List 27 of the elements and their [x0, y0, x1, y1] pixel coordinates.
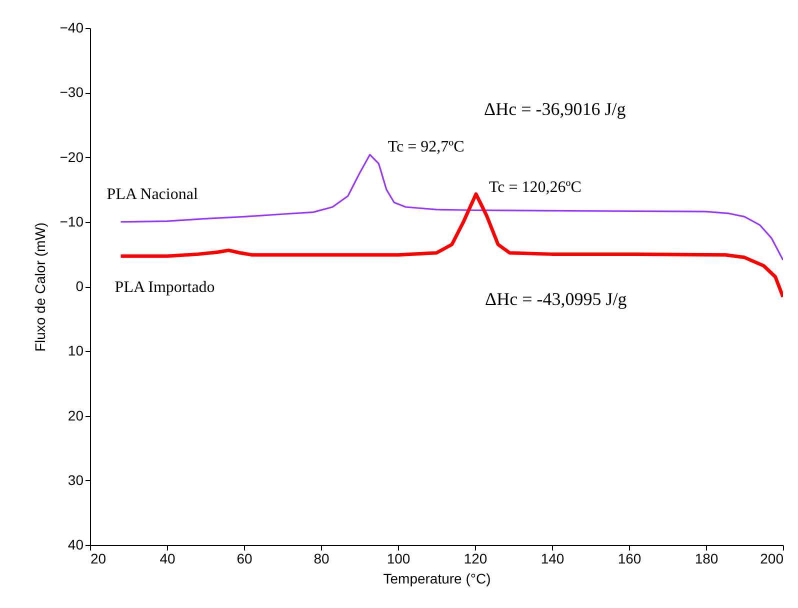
annotation: Tc = 120,26ºC [489, 179, 582, 196]
y-tick-label: −20 [60, 148, 84, 165]
y-tick-label: −40 [60, 20, 84, 36]
y-tick-label: −10 [60, 213, 84, 230]
y-tick-label: 30 [68, 472, 84, 488]
y-axis-title: Fluxo de Calor (mW) [32, 222, 48, 352]
y-tick-label: 10 [68, 342, 84, 359]
x-tick-label: 160 [618, 550, 642, 566]
series-label: PLA Importado [114, 279, 215, 296]
x-axis-title: Temperature (°C) [383, 570, 491, 586]
x-tick-label: 140 [540, 550, 564, 566]
x-tick-label: 180 [694, 550, 718, 566]
x-tick-label: 80 [314, 550, 330, 566]
x-tick-label: 120 [464, 550, 488, 566]
y-tick-label: 0 [76, 278, 84, 294]
y-tick-label: 20 [68, 407, 84, 424]
annotation: Tc = 92,7ºC [388, 138, 464, 156]
y-tick-label: 40 [68, 536, 84, 552]
x-tick-label: 60 [236, 550, 252, 566]
annotation: ΔHc = -43,0995 J/g [485, 289, 627, 309]
x-tick-label: 100 [386, 550, 410, 566]
y-tick-label: −30 [60, 84, 84, 100]
series-label: PLA Nacional [106, 186, 198, 203]
x-tick-label: 200 [760, 550, 784, 566]
annotation: ΔHc = -36,9016 J/g [484, 99, 626, 119]
x-tick-label: 40 [160, 550, 176, 566]
x-tick-label: 20 [90, 550, 106, 566]
